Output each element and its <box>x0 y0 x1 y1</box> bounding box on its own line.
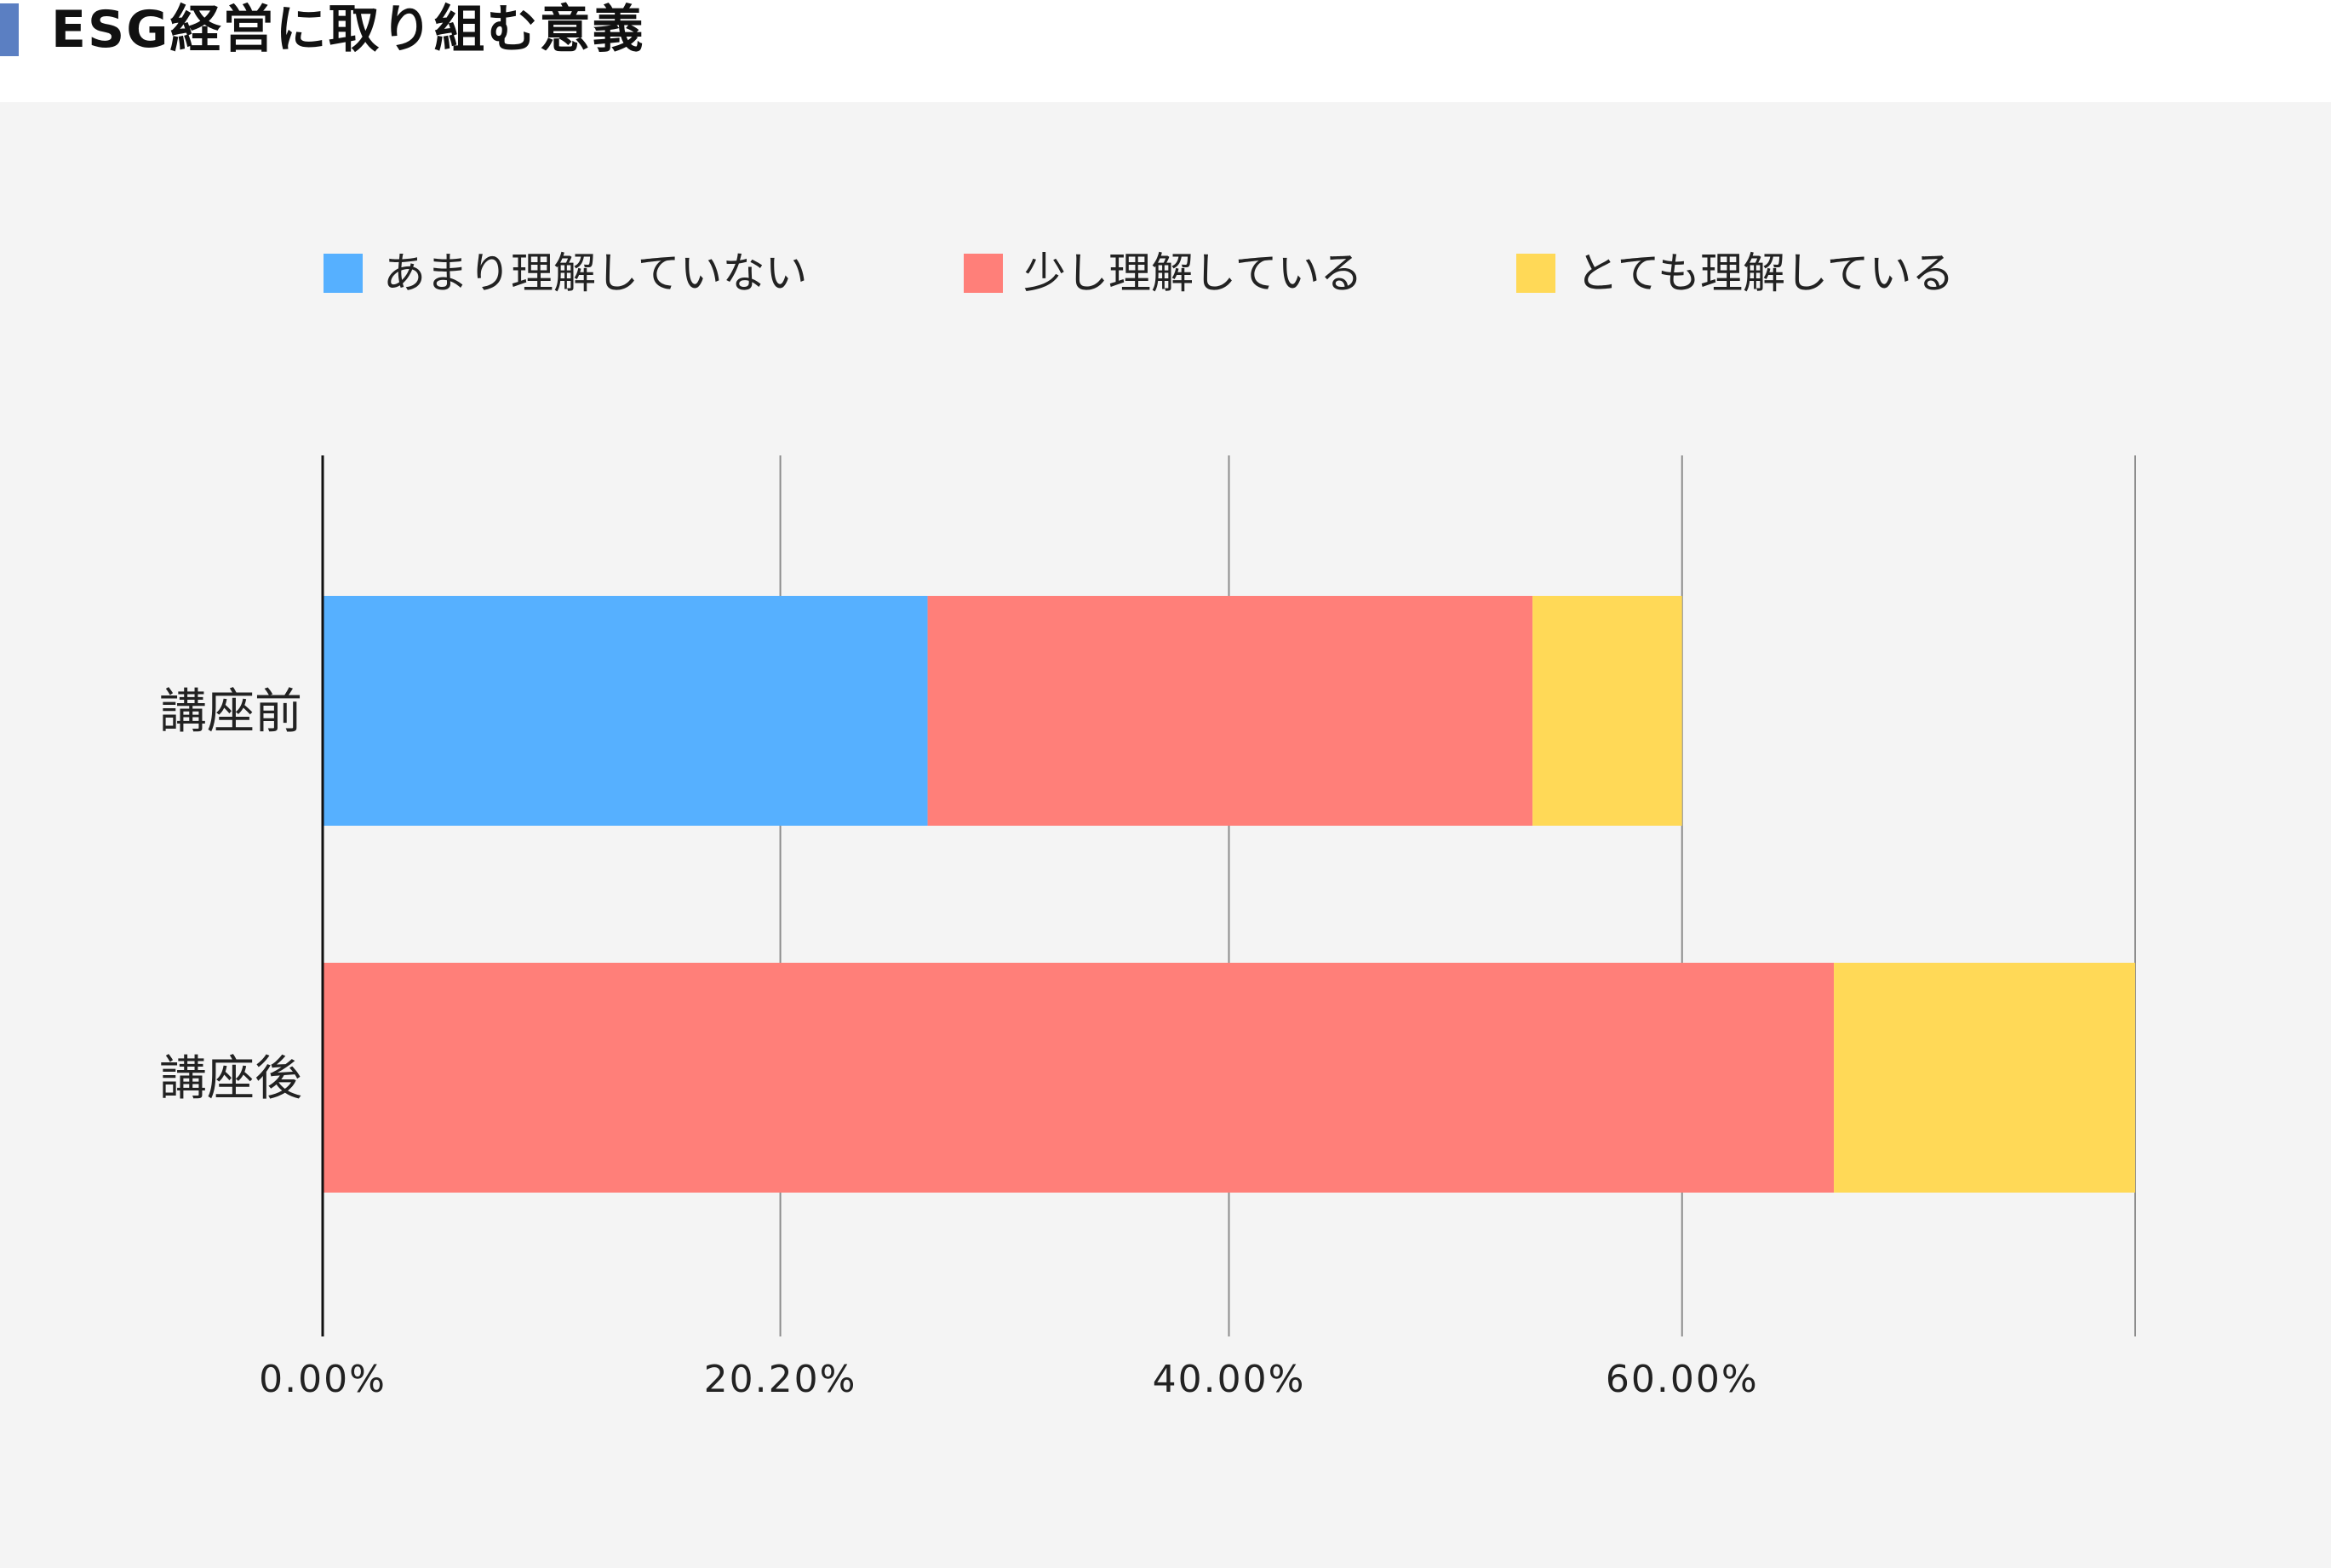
category-label-0: 講座前 <box>159 684 302 740</box>
bar-layer <box>323 596 2135 1193</box>
bar-before-series-0 <box>323 596 928 826</box>
legend-label-2: とても理解している <box>1576 249 1955 298</box>
bar-before-series-1 <box>927 596 1533 826</box>
grid-layer <box>779 455 2136 1336</box>
x-tick-label-1: 20.20% <box>704 1358 857 1401</box>
bar-before-series-2 <box>1532 596 1682 826</box>
title-accent-bar <box>0 3 19 56</box>
category-label-1: 講座後 <box>159 1051 302 1107</box>
bar-after-series-1 <box>323 963 1835 1193</box>
x-tick-label-3: 60.00% <box>1606 1358 1759 1401</box>
page-title: ESG経営に取り組む意義 <box>51 0 645 60</box>
x-tick-label-2: 40.00% <box>1153 1358 1306 1401</box>
chart-panel: あまり理解していない 少し理解している とても理解している 0.00% 20.20% 4… <box>0 102 2331 1568</box>
legend-label-1: 少し理解している <box>1023 249 1363 298</box>
legend-swatch-1 <box>964 254 1003 293</box>
legend-swatch-2 <box>1516 254 1555 293</box>
legend-swatch-0 <box>324 254 363 293</box>
x-tick-label-0: 0.00% <box>259 1358 387 1401</box>
bar-after-series-2 <box>1834 963 2135 1193</box>
legend: あまり理解していない 少し理解している とても理解している <box>324 249 1955 298</box>
stacked-bar-chart: あまり理解していない 少し理解している とても理解している 0.00% 20.20% 4… <box>159 249 2136 1401</box>
legend-label-0: あまり理解していない <box>383 249 808 298</box>
header: ESG経営に取り組む意義 <box>0 0 2331 102</box>
